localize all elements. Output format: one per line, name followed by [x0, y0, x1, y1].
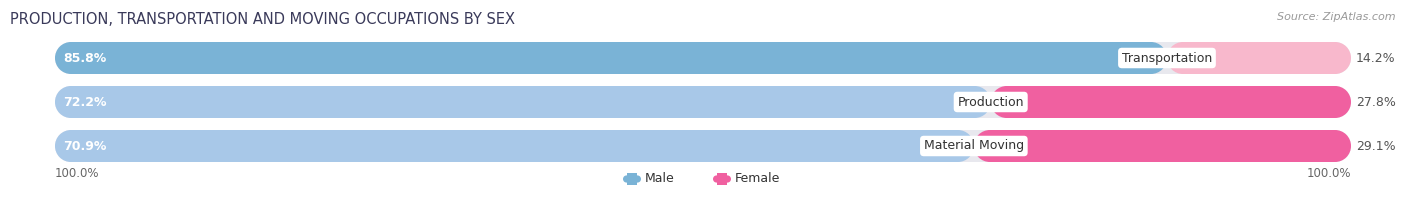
Circle shape — [974, 130, 1005, 162]
Bar — [70, 86, 1336, 118]
Circle shape — [55, 86, 87, 118]
Bar — [70, 86, 974, 118]
Circle shape — [1319, 86, 1351, 118]
Circle shape — [634, 175, 641, 183]
Bar — [990, 130, 1336, 162]
Text: 100.0%: 100.0% — [55, 167, 100, 180]
Circle shape — [1319, 42, 1351, 74]
Circle shape — [1319, 86, 1351, 118]
Bar — [1182, 42, 1336, 74]
Circle shape — [1319, 130, 1351, 162]
Text: 85.8%: 85.8% — [63, 51, 107, 64]
Circle shape — [959, 86, 991, 118]
Bar — [627, 173, 637, 185]
Text: Production: Production — [957, 96, 1024, 109]
Bar — [1007, 86, 1336, 118]
Circle shape — [55, 130, 87, 162]
Text: Material Moving: Material Moving — [924, 139, 1024, 152]
Bar — [70, 130, 957, 162]
Text: 72.2%: 72.2% — [63, 96, 107, 109]
Circle shape — [55, 86, 87, 118]
Text: 100.0%: 100.0% — [1306, 167, 1351, 180]
Text: Male: Male — [645, 173, 675, 186]
Text: Source: ZipAtlas.com: Source: ZipAtlas.com — [1278, 12, 1396, 22]
Circle shape — [55, 130, 87, 162]
Circle shape — [1319, 130, 1351, 162]
Text: 29.1%: 29.1% — [1355, 139, 1396, 152]
Bar — [70, 42, 1152, 74]
Text: Transportation: Transportation — [1122, 51, 1212, 64]
Bar — [70, 42, 1336, 74]
Circle shape — [1135, 42, 1167, 74]
Circle shape — [991, 86, 1022, 118]
Circle shape — [623, 175, 630, 183]
Text: Female: Female — [735, 173, 780, 186]
Circle shape — [1319, 42, 1351, 74]
Circle shape — [1167, 42, 1199, 74]
Bar — [717, 173, 727, 185]
Bar — [70, 130, 1336, 162]
Text: 14.2%: 14.2% — [1355, 51, 1396, 64]
Circle shape — [55, 42, 87, 74]
Text: 70.9%: 70.9% — [63, 139, 107, 152]
Text: 27.8%: 27.8% — [1355, 96, 1396, 109]
Circle shape — [724, 175, 731, 183]
Circle shape — [942, 130, 974, 162]
Circle shape — [713, 175, 720, 183]
Circle shape — [55, 42, 87, 74]
Text: PRODUCTION, TRANSPORTATION AND MOVING OCCUPATIONS BY SEX: PRODUCTION, TRANSPORTATION AND MOVING OC… — [10, 12, 515, 27]
